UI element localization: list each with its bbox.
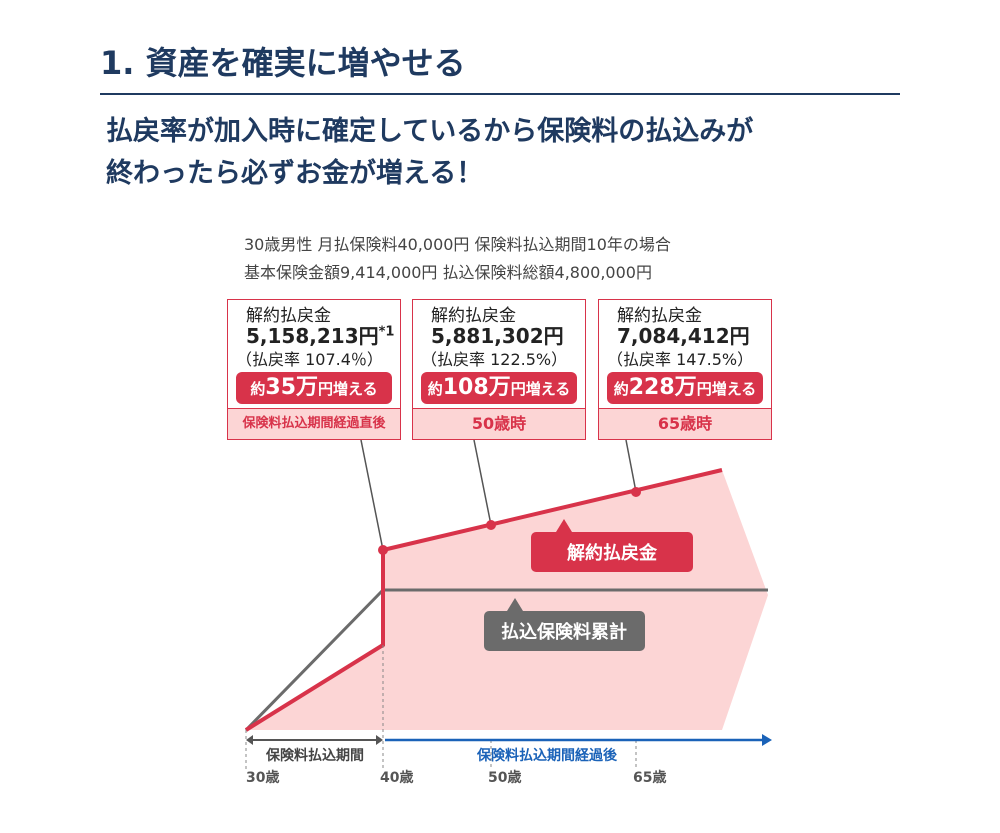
increase-badge: 約228万円増える — [607, 372, 763, 404]
card-label: 解約払戻金 — [617, 306, 702, 326]
increase-prefix: 約 — [250, 380, 266, 398]
card-rate: （払戻率 122.5%） — [421, 350, 568, 369]
card-amount-value: 5,158,213円 — [246, 324, 379, 348]
paying-period-label: 保険料払込期間 — [265, 747, 364, 764]
after-period-arrow — [385, 734, 772, 746]
card-footer: 65歳時 — [599, 408, 771, 439]
increase-number: 108万 — [442, 375, 511, 400]
refund-card-2: 解約払戻金 5,881,302円 （払戻率 122.5%） 約108万円増える … — [412, 299, 586, 440]
premium-series-text: 払込保険料累計 — [501, 621, 627, 643]
card-footer: 保険料払込期間経過直後 — [228, 408, 400, 439]
increase-badge: 約35万円増える — [236, 372, 392, 404]
increase-suffix: 円増える — [318, 380, 378, 398]
conditions-line-2: 基本保険金額9,414,000円 払込保険料総額4,800,000円 — [244, 263, 652, 282]
refund-series-text: 解約払戻金 — [567, 542, 658, 564]
increase-number: 228万 — [628, 375, 697, 400]
increase-prefix: 約 — [427, 380, 443, 398]
increase-suffix: 円増える — [510, 380, 571, 398]
refund-line — [244, 468, 723, 732]
refund-area — [246, 470, 768, 730]
leader-line-3 — [625, 439, 637, 493]
refund-point-50 — [486, 520, 496, 530]
heading-divider — [100, 93, 900, 95]
refund-card-3: 解約払戻金 7,084,412円 （払戻率 147.5%） 約228万円増える … — [598, 299, 772, 440]
refund-point-65 — [631, 487, 641, 497]
refund-card-1: 解約払戻金 5,158,213円*1 （払戻率 107.4％） 約35万円増える… — [227, 299, 401, 440]
page-subtitle: 払戻率が加入時に確定しているから保険料の払込みが 終わったら必ずお金が増える！ — [106, 111, 753, 195]
after-period-label: 保険料払込期間経過後 — [476, 747, 618, 764]
card-footer: 50歳時 — [413, 408, 585, 439]
tick-label-50: 50歳 — [488, 769, 521, 786]
card-amount: 7,084,412円 — [617, 320, 750, 349]
card-amount: 5,881,302円 — [431, 320, 564, 349]
subtitle-line-1: 払戻率が加入時に確定しているから保険料の払込みが — [106, 116, 754, 147]
page-heading: 1. 資産を確実に増やせる — [100, 44, 466, 82]
card-amount: 5,158,213円*1 — [246, 320, 394, 349]
tick-label-65: 65歳 — [633, 769, 666, 786]
increase-prefix: 約 — [613, 380, 629, 398]
card-amount-value: 7,084,412円 — [617, 324, 750, 348]
conditions-text: 30歳男性 月払保険料40,000円 保険料払込期間10年の場合 基本保険金額9… — [244, 231, 671, 287]
card-amount-value: 5,881,302円 — [431, 324, 564, 348]
subtitle-line-2: 終わったら必ずお金が増える！ — [106, 158, 484, 189]
leader-line-2 — [473, 439, 492, 526]
premium-series-label: 払込保険料累計 — [484, 598, 645, 651]
refund-series-label: 解約払戻金 — [531, 519, 693, 572]
increase-badge: 約108万円増える — [421, 372, 577, 404]
card-rate: （払戻率 147.5%） — [607, 350, 754, 369]
paying-period-arrow — [246, 735, 383, 745]
card-rate: （払戻率 107.4％） — [236, 350, 383, 369]
leader-line-1 — [360, 439, 384, 551]
refund-point-40 — [378, 545, 388, 555]
increase-number: 35万 — [265, 375, 319, 400]
card-label: 解約払戻金 — [246, 306, 331, 326]
conditions-line-1: 30歳男性 月払保険料40,000円 保険料払込期間10年の場合 — [244, 235, 671, 254]
card-label: 解約払戻金 — [431, 306, 516, 326]
increase-suffix: 円増える — [696, 380, 757, 398]
card-footnote: *1 — [378, 324, 395, 340]
tick-label-40: 40歳 — [380, 769, 413, 786]
tick-label-30: 30歳 — [246, 769, 279, 786]
